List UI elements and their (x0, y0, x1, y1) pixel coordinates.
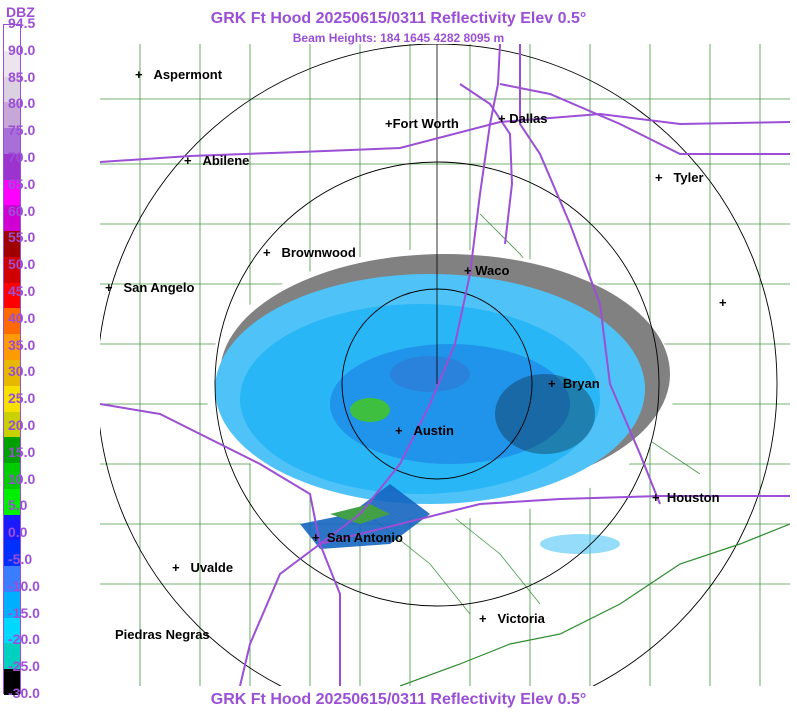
legend-tick-label: 45.0 (8, 283, 36, 299)
city-uvalde: + Uvalde (172, 560, 234, 575)
legend-tick-label: 70.0 (8, 149, 36, 165)
legend-swatch (4, 308, 20, 335)
legend-swatch (4, 205, 20, 232)
legend-swatch (4, 334, 20, 361)
legend-swatch (4, 617, 20, 644)
legend-color-bar (3, 24, 21, 696)
legend-swatch (4, 153, 20, 180)
legend-tick-label: 65.0 (8, 175, 36, 192)
legend-tick-label: 35.0 (8, 336, 36, 353)
legend-swatch (4, 385, 20, 412)
legend-swatch (4, 540, 20, 567)
dbz-legend: DBZ 94.5 90.0 85.0 80.0 75.0 70.0 65.0 60.0 55.0… (0, 0, 62, 701)
legend-tick-label: 85.0 (8, 68, 36, 85)
legend-swatch (4, 25, 20, 51)
legend-tick-label: -25.0 (8, 658, 40, 675)
legend-swatch (4, 76, 20, 103)
legend-swatch (4, 463, 20, 490)
city-brownwood: + Brownwood (263, 245, 356, 260)
legend-swatch (4, 669, 20, 696)
legend-swatch (4, 488, 20, 515)
legend-swatch (4, 566, 20, 593)
legend-tick-label: 25.0 (8, 390, 36, 407)
legend-tick-label: 0.0 (8, 524, 28, 541)
legend-unit-label: DBZ (6, 4, 35, 20)
legend-swatch (4, 591, 20, 618)
legend-tick-label: 55.0 (8, 229, 36, 246)
legend-tick-label: 60.0 (8, 202, 36, 219)
beam-heights-subtitle: Beam Heights: 184 1645 4282 8095 m (292, 31, 505, 45)
legend-swatch (4, 360, 20, 386)
legend-swatch (4, 437, 20, 464)
legend-tick-label: -20.0 (8, 631, 40, 648)
city-piedras-negras: Piedras Negras (115, 627, 210, 642)
legend-tick-label: 94.5 (8, 15, 36, 31)
city-san-antonio: + San Antonio (312, 530, 403, 545)
legend-tick-label: -15.0 (8, 604, 40, 621)
legend-swatch (4, 102, 20, 129)
legend-tick-label: 90.0 (8, 41, 36, 58)
map-title-footer: GRK Ft Hood 20250615/0311 Reflectivity E… (210, 691, 587, 708)
city-abilene: + Abilene (184, 153, 250, 168)
city-austin: + Austin (395, 423, 454, 438)
legend-tick-label: 50.0 (8, 256, 36, 273)
city-waco: + Waco (464, 263, 510, 278)
city-bryan: + Bryan (548, 376, 600, 391)
map-title: GRK Ft Hood 20250615/0311 Reflectivity E… (210, 10, 587, 27)
reflectivity-echoes (205, 249, 675, 554)
city-fort-worth: +Fort Worth (385, 116, 459, 131)
city-aspermont: + Aspermont (135, 67, 223, 82)
legend-swatch (4, 128, 20, 155)
legend-swatch (4, 514, 20, 541)
legend-swatch (4, 179, 20, 206)
legend-swatch (4, 411, 20, 438)
legend-tick-label: 75.0 (8, 122, 36, 139)
legend-tick-label: 80.0 (8, 95, 36, 112)
legend-tick-label: 10.0 (8, 470, 36, 487)
city-unnamed-marker: + (719, 295, 727, 310)
city-san-angelo: + San Angelo (105, 280, 195, 295)
legend-swatch (4, 231, 20, 258)
legend-tick-label: 40.0 (8, 309, 36, 326)
coastline (399, 523, 790, 686)
legend-swatch (4, 282, 20, 309)
legend-tick-label: -10.0 (8, 577, 40, 594)
legend-tick-label: -30.0 (8, 685, 40, 701)
legend-tick-label: 30.0 (8, 363, 36, 380)
city-tyler: + Tyler (655, 170, 704, 185)
city-dallas: + Dallas (498, 111, 548, 126)
legend-tick-label: -5.0 (8, 551, 33, 567)
legend-swatch (4, 256, 20, 283)
city-victoria: + Victoria (479, 611, 545, 626)
legend-swatch (4, 643, 20, 670)
legend-tick-label: 15.0 (8, 443, 36, 460)
highways (100, 44, 790, 686)
city-houston: + Houston (652, 490, 720, 505)
legend-tick-label: 20.0 (8, 417, 36, 433)
legend-tick-label: 5.0 (8, 497, 28, 514)
radar-map (100, 44, 790, 686)
legend-swatch (4, 50, 20, 77)
